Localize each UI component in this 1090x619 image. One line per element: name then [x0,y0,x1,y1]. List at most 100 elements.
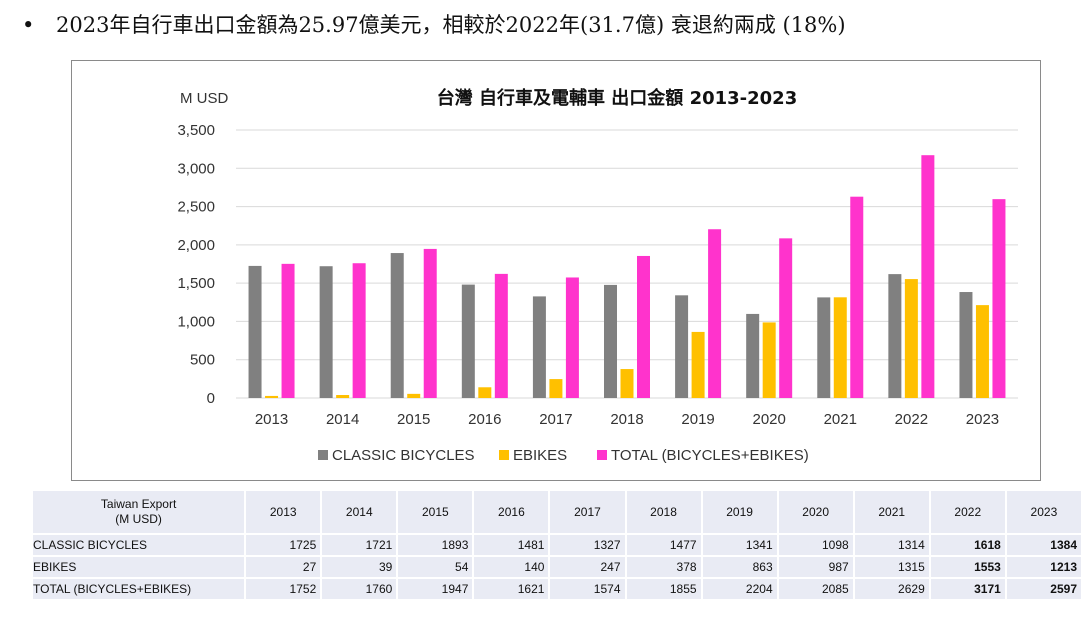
bar-total-bicycles-ebikes-2017 [565,277,579,398]
bar-classic-bicycles-2016 [461,284,475,398]
legend-swatch [318,450,328,460]
bar-total-bicycles-ebikes-2020 [779,238,793,398]
bar-ebikes-2017 [549,379,563,398]
data-table-container: Taiwan Export (M USD) 2013 2014 2015 2016 2017… [33,491,1083,601]
y-tick-label: 2,000 [177,237,215,254]
table-row: CLASSIC BICYCLES 1725 1721 1893 1481 1327 1477… [33,535,1083,557]
bar-ebikes-2016 [478,387,492,398]
year-header: 2021 [854,491,931,535]
bar-classic-bicycles-2022 [888,274,902,398]
y-tick-label: 3,500 [177,122,215,139]
chart-title: 台灣 自行車及電輔車 出口金額 2013-2023 [437,87,797,109]
y-axis-ticks: 0 500 1,000 1,500 2,000 2,500 3,000 3,500 [177,122,215,407]
corner-line2: (M USD) [115,512,162,526]
legend-swatch [597,450,607,460]
bar-classic-bicycles-2023 [959,292,973,398]
y-tick-label: 2,500 [177,199,215,216]
x-axis-ticks: 2013 2014 2015 2016 2017 2018 2019 2020 2021 2022… [255,411,999,428]
x-tick-label: 2016 [468,411,501,428]
bar-classic-bicycles-2018 [604,284,617,398]
table-cell: 1725 [246,535,323,557]
year-header: 2018 [626,491,703,535]
year-header: 2017 [550,491,627,535]
table-row: TOTAL (BICYCLES+EBIKES) 1752 1760 1947 1621 1… [33,579,1083,601]
x-tick-label: 2022 [895,411,928,428]
chart-frame: 台灣 自行車及電輔車 出口金額 2013-2023 M USD 0 500 1,00… [71,60,1041,481]
table-cell: 1315 [854,557,931,579]
table-cell: 863 [702,557,779,579]
legend-label: EBIKES [513,447,567,464]
y-tick-label: 1,000 [177,313,215,330]
x-tick-label: 2017 [539,411,572,428]
year-header: 2020 [778,491,855,535]
table-cell: 140 [474,557,551,579]
bar-total-bicycles-ebikes-2022 [921,155,935,398]
table-cell: 3171 [930,579,1007,601]
table-cell: 1721 [322,535,399,557]
table-cell: 2597 [1006,579,1083,601]
bar-classic-bicycles-2015 [390,253,404,398]
bar-ebikes-2021 [833,297,847,398]
year-header: 2019 [702,491,779,535]
row-label: CLASSIC BICYCLES [33,535,247,557]
bar-total-bicycles-ebikes-2023 [992,199,1006,398]
table-cell: 1341 [702,535,779,557]
bar-classic-bicycles-2020 [746,313,760,398]
table-cell: 1574 [550,579,627,601]
table-cell: 378 [626,557,703,579]
legend-label: CLASSIC BICYCLES [332,447,475,464]
bar-total-bicycles-ebikes-2016 [494,273,508,398]
bar-ebikes-2013 [265,395,279,398]
bar-total-bicycles-ebikes-2021 [850,196,864,398]
y-tick-label: 0 [207,390,215,407]
x-tick-label: 2018 [610,411,643,428]
x-tick-label: 2021 [824,411,857,428]
bar-classic-bicycles-2017 [532,296,546,398]
bar-ebikes-2022 [904,279,918,398]
y-tick-label: 1,500 [177,275,215,292]
y-tick-label: 3,000 [177,160,215,177]
x-tick-label: 2015 [397,411,430,428]
table-cell: 1481 [474,535,551,557]
table-cell: 1947 [398,579,475,601]
bar-ebikes-2023 [975,305,989,398]
row-label: EBIKES [33,557,247,579]
table-cell: 27 [246,557,323,579]
year-header: 2023 [1006,491,1083,535]
bar-total-bicycles-ebikes-2019 [708,229,722,398]
table-cell: 1621 [474,579,551,601]
table-cell: 1213 [1006,557,1083,579]
year-header: 2014 [322,491,399,535]
year-header: 2013 [246,491,323,535]
table-cell: 39 [322,557,399,579]
bar-total-bicycles-ebikes-2018 [637,255,650,398]
corner-line1: Taiwan Export [100,497,177,511]
table-cell: 1384 [1006,535,1083,557]
table-cell: 1618 [930,535,1007,557]
table-cell: 1477 [626,535,703,557]
table-row: EBIKES 27 39 54 140 247 378 863 987 1315 1553 1213 [33,557,1083,579]
table-cell: 1760 [322,579,399,601]
x-tick-label: 2020 [752,411,785,428]
row-label: TOTAL (BICYCLES+EBIKES) [33,579,247,601]
x-tick-label: 2019 [681,411,714,428]
gridlines [236,129,1018,399]
summary-bullet: • 2023年自行車出口金額為25.97億美元，相較於2022年(31.7億) 衰… [22,8,846,42]
legend-label: TOTAL (BICYCLES+EBIKES) [611,447,809,464]
y-tick-label: 500 [190,352,215,369]
bar-total-bicycles-ebikes-2014 [352,263,366,398]
table-cell: 1893 [398,535,475,557]
table-cell: 2085 [778,579,855,601]
x-tick-label: 2014 [326,411,359,428]
x-tick-label: 2023 [966,411,999,428]
export-data-table: Taiwan Export (M USD) 2013 2014 2015 2016 2017… [33,491,1083,601]
summary-text: 2023年自行車出口金額為25.97億美元，相較於2022年(31.7億) 衰退… [56,13,846,37]
x-tick-label: 2013 [255,411,288,428]
bar-ebikes-2020 [762,322,776,398]
bar-ebikes-2019 [691,331,705,398]
table-cell: 1314 [854,535,931,557]
bars [248,155,1006,398]
table-cell: 1855 [626,579,703,601]
year-header: 2016 [474,491,551,535]
table-cell: 1553 [930,557,1007,579]
